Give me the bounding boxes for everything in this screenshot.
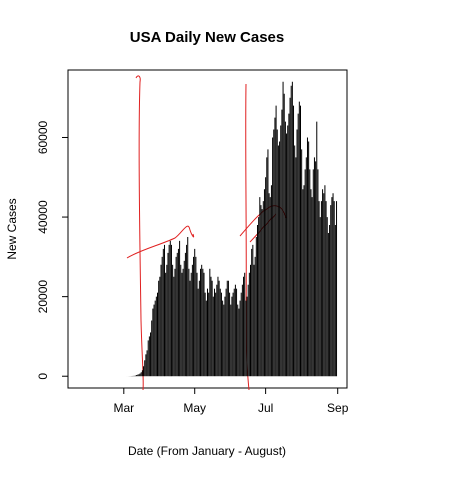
y-tick-label: 0 bbox=[36, 373, 50, 380]
y-tick-label: 60000 bbox=[36, 120, 50, 154]
x-tick-label: May bbox=[183, 401, 206, 415]
y-tick-label: 40000 bbox=[36, 200, 50, 234]
y-tick-label: 20000 bbox=[36, 280, 50, 314]
x-tick-label: Mar bbox=[113, 401, 134, 415]
plot-frame bbox=[67, 69, 348, 389]
x-tick-label: Sep bbox=[327, 401, 349, 415]
x-axis-label: Date (From January - August) bbox=[128, 444, 286, 458]
x-tick-label: Jul bbox=[258, 401, 273, 415]
y-axis-label: New Cases bbox=[5, 198, 19, 259]
chart-title: USA Daily New Cases bbox=[130, 29, 285, 46]
